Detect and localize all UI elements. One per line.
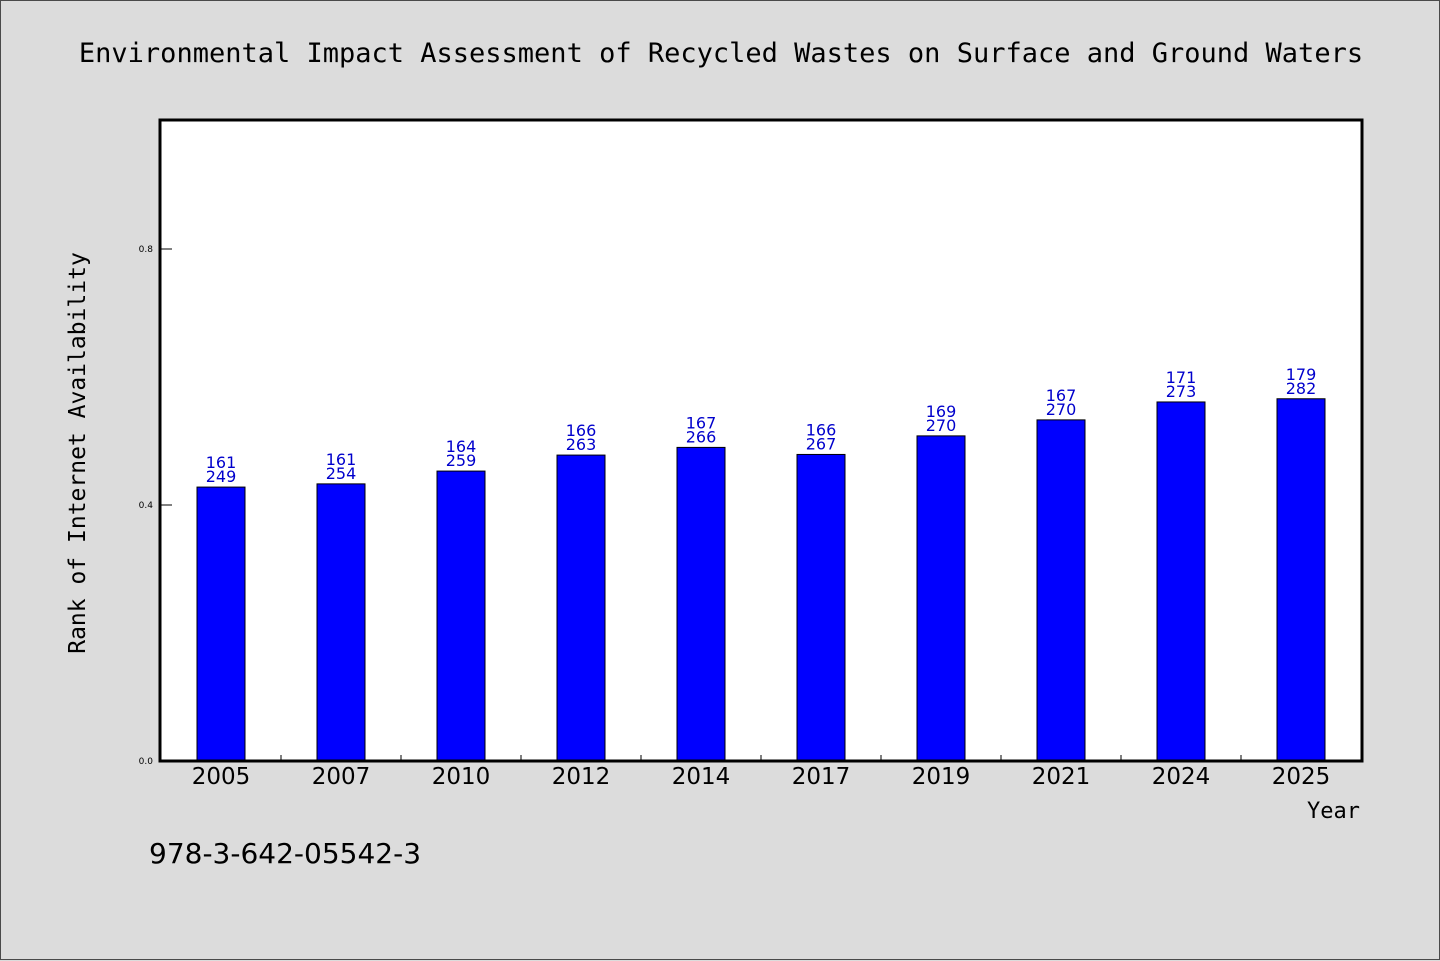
y-tick-label: 0.8 <box>139 245 154 255</box>
bar-2014 <box>676 446 726 762</box>
data-label-bottom-2012: 263 <box>566 435 597 454</box>
data-label-top-2024: 171 <box>1166 368 1197 387</box>
x-axis-title: Year <box>1307 799 1360 824</box>
data-label-top-2019: 169 <box>926 402 957 421</box>
chart-title: Environmental Impact Assessment of Recyc… <box>79 38 1363 69</box>
x-tick-label-2019: 2019 <box>912 764 971 790</box>
data-label-bottom-2005: 249 <box>206 467 237 486</box>
data-label-bottom-2025: 282 <box>1286 379 1317 398</box>
bar-2017 <box>796 453 846 762</box>
data-label-top-2025: 179 <box>1286 365 1317 384</box>
plot-border <box>158 118 1364 763</box>
data-label-bottom-2024: 273 <box>1166 382 1197 401</box>
data-label-top-2010: 164 <box>446 437 477 456</box>
x-axis: 2005 2007 2010 2012 2014 2017 2019 2021 2024 2025 <box>192 755 1331 790</box>
x-tick-label-2005: 2005 <box>192 764 251 790</box>
x-tick-label-2007: 2007 <box>312 764 371 790</box>
y-axis-title: Rank of Internet Availability <box>65 252 91 654</box>
data-label-bottom-2014: 266 <box>686 427 717 446</box>
x-tick-label-2012: 2012 <box>552 764 611 790</box>
bar-2005 <box>196 486 246 762</box>
bars-layer <box>196 398 1326 762</box>
bar-2010 <box>436 470 486 762</box>
bar-2012 <box>556 454 606 762</box>
data-label-bottom-2017: 267 <box>806 434 837 453</box>
data-label-top-2007: 161 <box>326 450 357 469</box>
x-tick-label-2025: 2025 <box>1272 764 1331 790</box>
data-label-top-2014: 167 <box>686 413 717 432</box>
x-tick-label-2021: 2021 <box>1032 764 1091 790</box>
data-label-bottom-2010: 259 <box>446 451 477 470</box>
x-tick-label-2017: 2017 <box>792 764 851 790</box>
bar-2019 <box>916 435 966 762</box>
x-tick-label-2014: 2014 <box>672 764 731 790</box>
isbn-text: 978-3-642-05542-3 <box>149 837 421 870</box>
bar-2025 <box>1276 398 1326 762</box>
data-label-bottom-2007: 254 <box>326 464 357 483</box>
data-label-top-2021: 167 <box>1046 386 1077 405</box>
data-label-bottom-2021: 270 <box>1046 400 1077 419</box>
bar-2007 <box>316 483 366 762</box>
x-tick-label-2010: 2010 <box>432 764 491 790</box>
data-label-bottom-2019: 270 <box>926 416 957 435</box>
y-tick-label: 0.4 <box>139 501 154 511</box>
y-tick-label: 0.0 <box>139 757 154 767</box>
x-tick-label-2024: 2024 <box>1152 764 1211 790</box>
bar-2021 <box>1036 419 1086 762</box>
data-label-top-2005: 161 <box>206 453 237 472</box>
data-label-top-2012: 166 <box>566 421 597 440</box>
bar-2024 <box>1156 401 1206 762</box>
data-label-top-2017: 166 <box>806 420 837 439</box>
